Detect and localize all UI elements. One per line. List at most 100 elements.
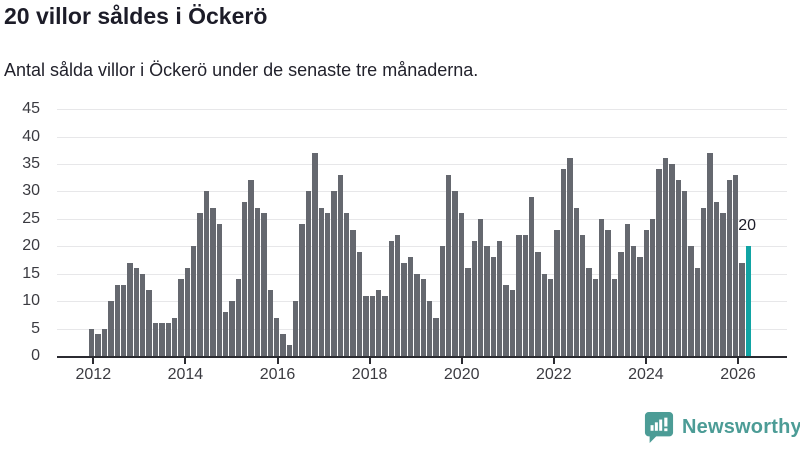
bar[interactable] — [369, 295, 375, 356]
bar[interactable] — [681, 191, 688, 356]
bar[interactable] — [618, 251, 624, 356]
bar[interactable] — [388, 240, 395, 356]
bar[interactable] — [509, 290, 516, 356]
bar[interactable] — [337, 174, 344, 356]
bar[interactable] — [599, 218, 605, 356]
bar[interactable] — [414, 273, 420, 356]
bar[interactable] — [248, 180, 254, 356]
bar[interactable] — [203, 191, 210, 356]
bar[interactable] — [528, 196, 535, 356]
bar[interactable] — [171, 317, 178, 356]
bar[interactable] — [592, 279, 599, 356]
bar[interactable] — [267, 290, 273, 356]
bar[interactable] — [159, 323, 165, 356]
bar[interactable] — [471, 240, 477, 356]
bar[interactable] — [720, 213, 726, 356]
bar[interactable] — [324, 213, 331, 356]
bar[interactable] — [273, 317, 280, 356]
bar[interactable] — [701, 207, 707, 356]
bar[interactable] — [420, 279, 426, 356]
bar[interactable] — [293, 301, 299, 356]
bar[interactable] — [101, 328, 108, 356]
bar[interactable] — [484, 246, 490, 356]
bar[interactable] — [350, 229, 356, 356]
bar[interactable] — [465, 268, 471, 356]
bar[interactable] — [140, 273, 146, 356]
bar[interactable] — [541, 273, 548, 356]
bar[interactable] — [89, 328, 95, 356]
bar[interactable] — [235, 279, 242, 356]
bar[interactable] — [662, 158, 669, 356]
bar[interactable] — [516, 235, 522, 356]
bar[interactable] — [643, 229, 650, 356]
bar[interactable] — [242, 202, 248, 356]
bar[interactable] — [254, 207, 261, 356]
bar[interactable] — [344, 213, 350, 356]
bar[interactable] — [713, 202, 720, 356]
bar[interactable] — [305, 191, 312, 356]
bar[interactable] — [439, 246, 446, 356]
bar[interactable] — [726, 180, 732, 356]
bar[interactable] — [579, 235, 586, 356]
bar[interactable] — [95, 334, 101, 356]
bar[interactable] — [567, 158, 573, 356]
bar[interactable] — [152, 323, 159, 356]
bar[interactable] — [611, 279, 618, 356]
bar[interactable] — [178, 279, 184, 356]
bar[interactable] — [554, 229, 560, 356]
bar[interactable] — [363, 295, 369, 356]
bar[interactable] — [191, 246, 197, 356]
bar[interactable] — [675, 180, 681, 356]
bar[interactable] — [503, 284, 509, 356]
bar[interactable] — [331, 191, 337, 356]
bar[interactable] — [120, 284, 127, 356]
bar[interactable] — [426, 301, 433, 356]
bar[interactable] — [382, 295, 388, 356]
bar[interactable] — [146, 290, 152, 356]
bar[interactable] — [669, 163, 675, 356]
bar[interactable] — [535, 251, 541, 356]
bar[interactable] — [477, 218, 484, 356]
bar[interactable] — [286, 345, 293, 356]
bar[interactable] — [624, 224, 630, 356]
bar[interactable] — [114, 284, 120, 356]
bar[interactable] — [133, 268, 140, 356]
bar[interactable] — [356, 251, 363, 356]
bar[interactable] — [375, 290, 382, 356]
bar[interactable] — [605, 229, 611, 356]
bar[interactable] — [630, 246, 637, 356]
bar[interactable] — [560, 169, 567, 356]
bar[interactable] — [586, 268, 592, 356]
bar[interactable] — [401, 262, 407, 356]
bar[interactable] — [184, 268, 191, 356]
bar[interactable] — [573, 207, 579, 356]
bar[interactable] — [732, 174, 739, 356]
bar[interactable] — [229, 301, 235, 356]
bar[interactable] — [165, 323, 171, 356]
bar[interactable] — [299, 224, 305, 356]
bar[interactable] — [127, 262, 133, 356]
bar[interactable] — [261, 213, 267, 356]
bar[interactable] — [318, 207, 324, 356]
bar[interactable] — [694, 268, 701, 356]
bar[interactable] — [522, 235, 528, 356]
bar[interactable] — [497, 240, 503, 356]
bar[interactable] — [312, 152, 318, 356]
bar[interactable] — [548, 279, 554, 356]
bar[interactable] — [216, 224, 222, 356]
bar[interactable] — [650, 218, 656, 356]
bar[interactable] — [108, 301, 114, 356]
bar[interactable] — [433, 317, 439, 356]
bar[interactable] — [197, 213, 203, 356]
bar[interactable] — [407, 257, 414, 356]
bar[interactable] — [637, 257, 643, 356]
bar[interactable] — [395, 235, 401, 356]
bar[interactable] — [452, 191, 458, 356]
bar[interactable] — [210, 207, 216, 356]
highlighted-bar[interactable] — [745, 246, 752, 356]
bar[interactable] — [446, 174, 452, 356]
bar[interactable] — [490, 257, 497, 356]
newsworthy-logo[interactable]: Newsworthy — [644, 410, 800, 444]
bar[interactable] — [222, 312, 229, 356]
bar[interactable] — [688, 246, 694, 356]
